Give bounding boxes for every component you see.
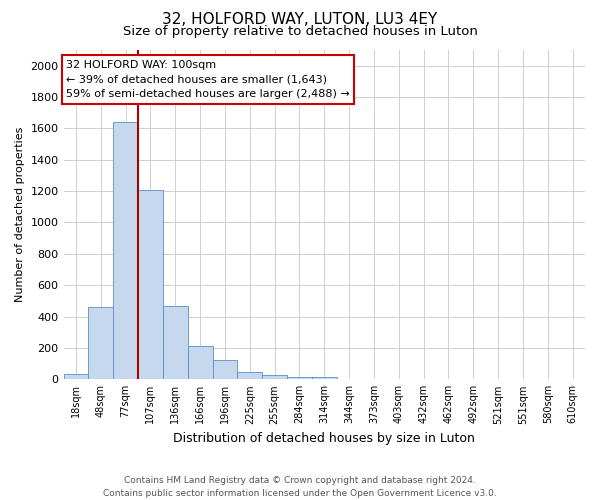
Bar [312, 377, 337, 380]
Bar [163, 306, 188, 380]
Bar [64, 374, 88, 380]
Bar [287, 377, 312, 380]
Bar [262, 376, 287, 380]
X-axis label: Distribution of detached houses by size in Luton: Distribution of detached houses by size … [173, 432, 475, 445]
Bar [138, 190, 163, 380]
Bar [88, 307, 113, 380]
Y-axis label: Number of detached properties: Number of detached properties [15, 127, 25, 302]
Bar [212, 360, 238, 380]
Text: 32, HOLFORD WAY, LUTON, LU3 4EY: 32, HOLFORD WAY, LUTON, LU3 4EY [163, 12, 437, 28]
Bar [113, 122, 138, 380]
Text: Size of property relative to detached houses in Luton: Size of property relative to detached ho… [122, 25, 478, 38]
Bar [188, 346, 212, 380]
Text: 32 HOLFORD WAY: 100sqm
← 39% of detached houses are smaller (1,643)
59% of semi-: 32 HOLFORD WAY: 100sqm ← 39% of detached… [66, 60, 350, 100]
Bar [238, 372, 262, 380]
Text: Contains HM Land Registry data © Crown copyright and database right 2024.
Contai: Contains HM Land Registry data © Crown c… [103, 476, 497, 498]
